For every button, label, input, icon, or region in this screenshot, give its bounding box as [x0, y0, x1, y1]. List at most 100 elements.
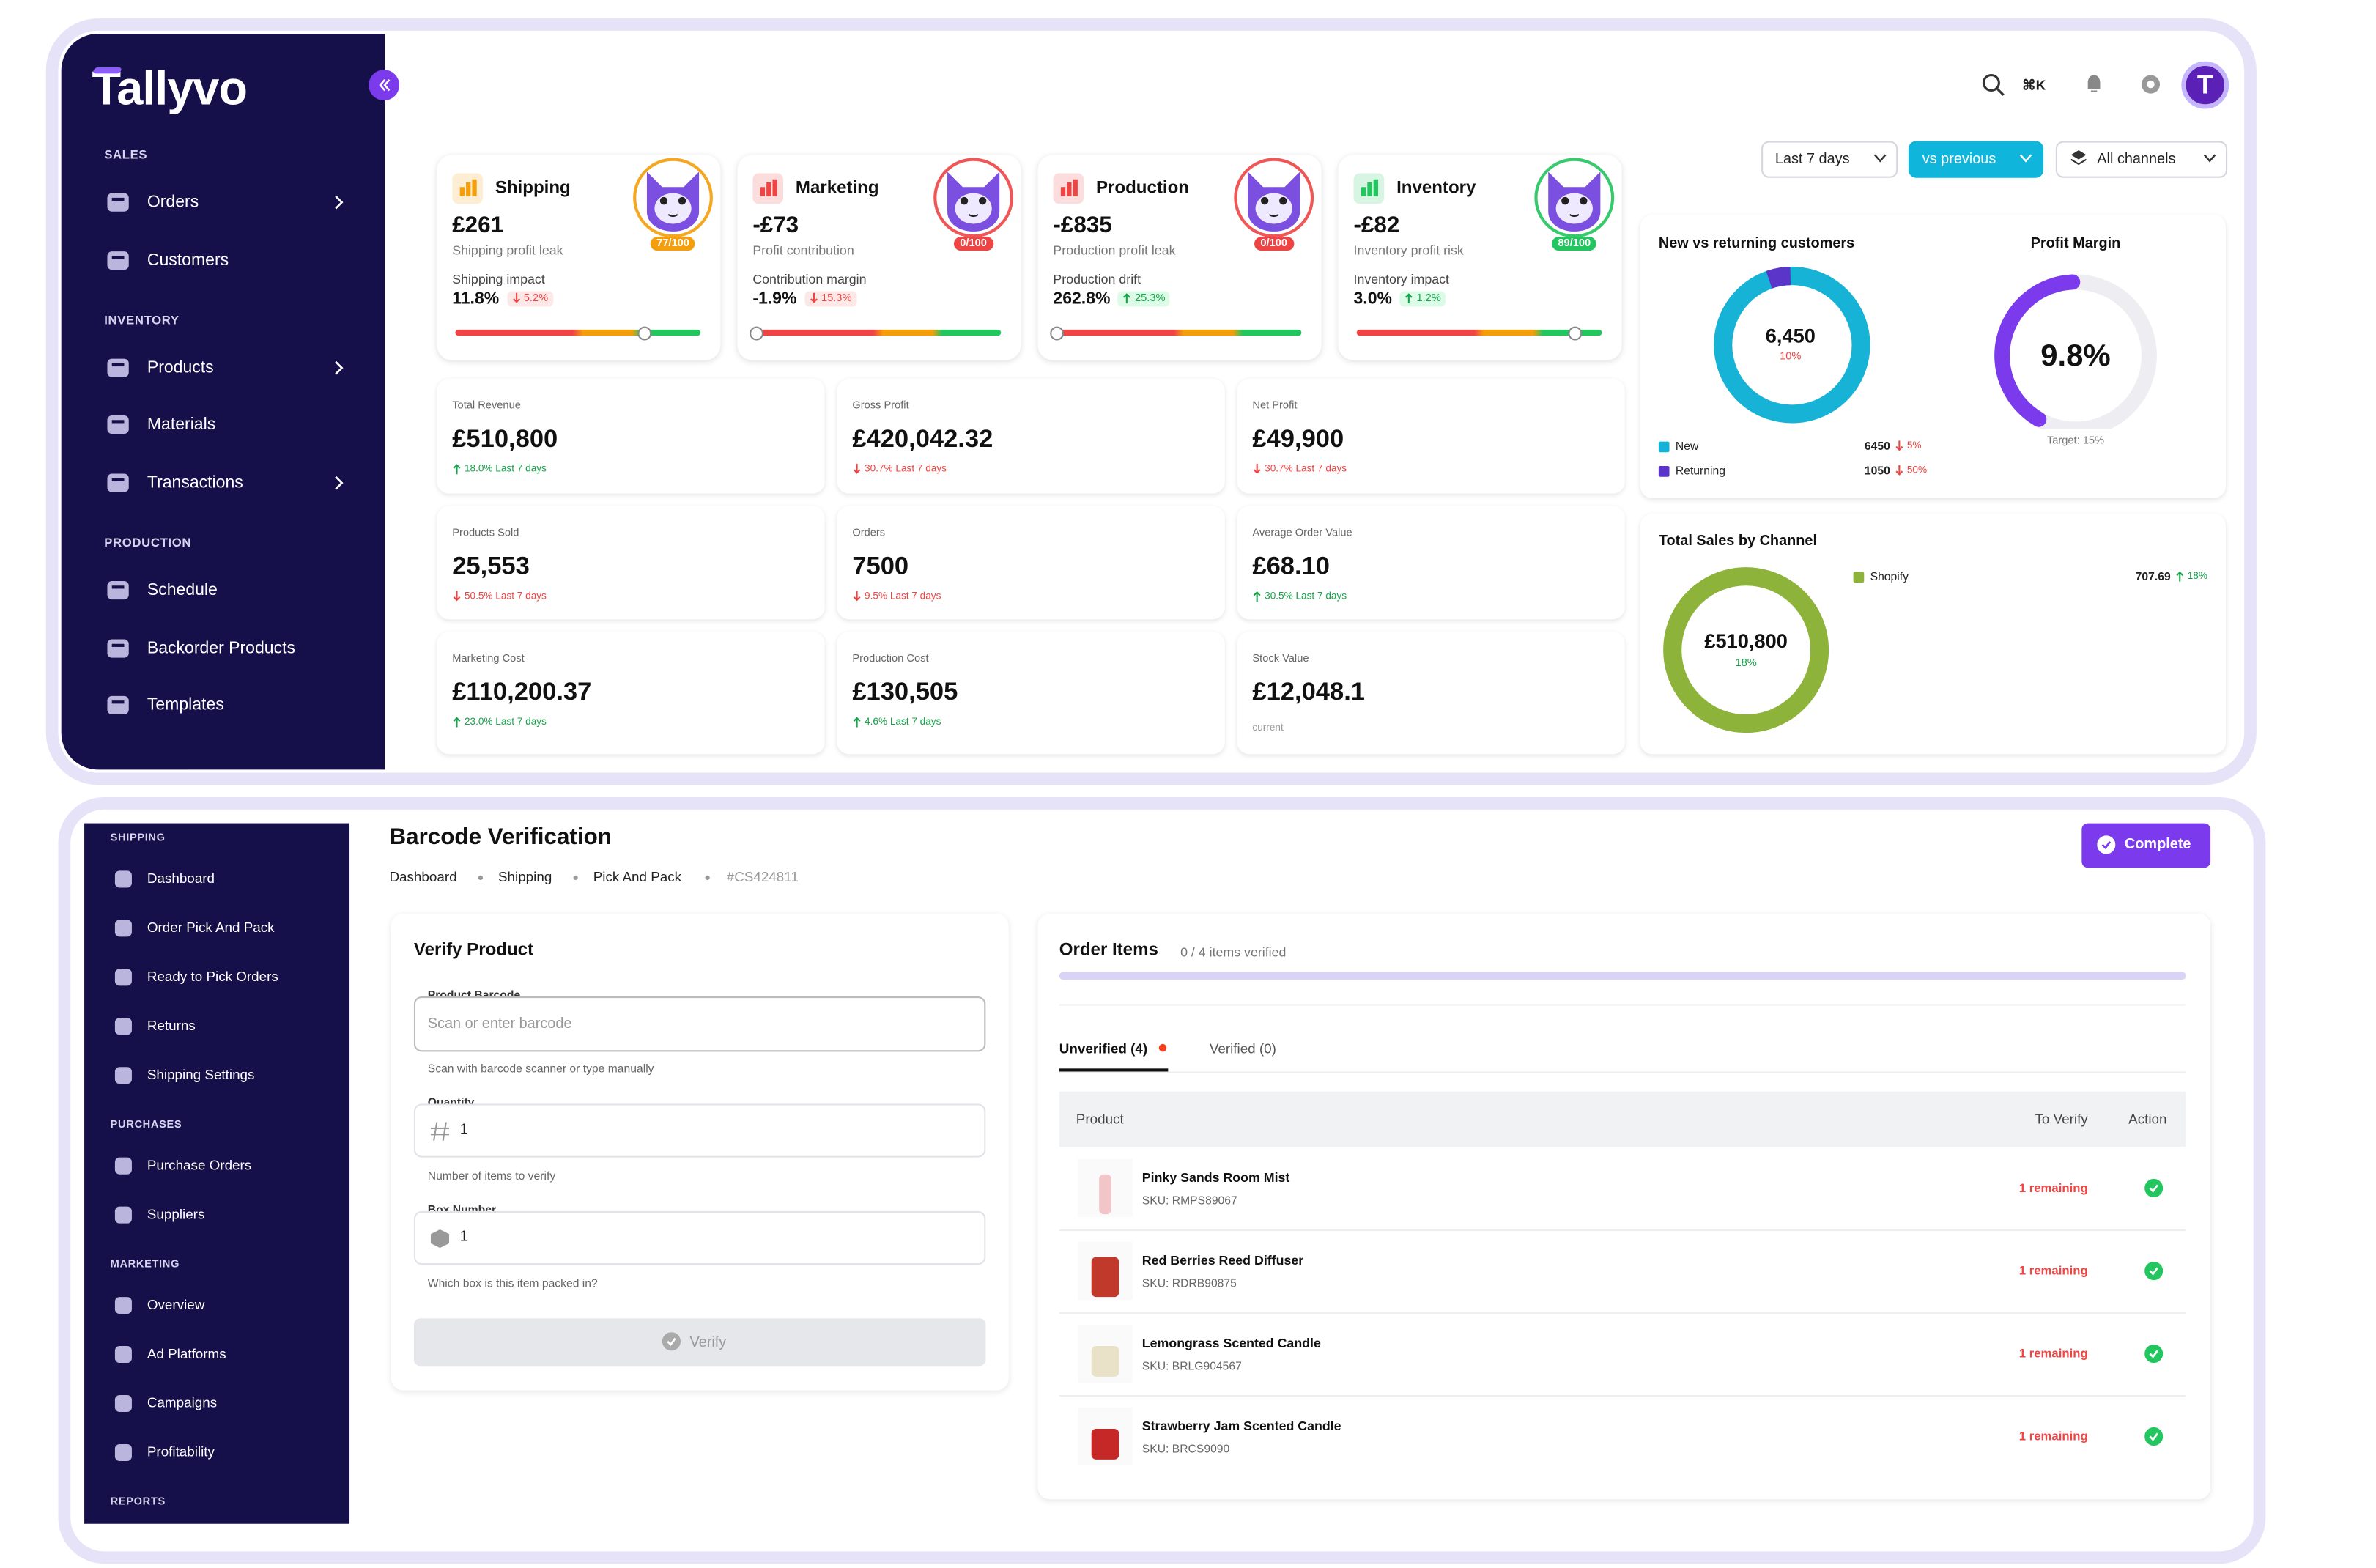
product-image — [1077, 1158, 1133, 1218]
nav-label[interactable]: Profitability — [147, 1443, 215, 1460]
mascot — [932, 156, 1015, 239]
nav-item[interactable] — [98, 860, 341, 897]
icon-part — [114, 1394, 132, 1413]
nav-icon — [114, 967, 133, 987]
input-placeholder[interactable]: Scan or enter barcode — [427, 1016, 572, 1033]
change-value: 5.2% — [523, 294, 549, 305]
nav-item[interactable] — [92, 181, 369, 224]
customers-card — [1640, 214, 2227, 498]
chevron-down — [2019, 153, 2033, 164]
filter-label[interactable]: All channels — [2097, 151, 2176, 169]
metric-change: 18.0% Last 7 days — [452, 464, 547, 475]
nav-item[interactable] — [92, 684, 369, 727]
metric-label: Gross Profit — [852, 401, 909, 412]
slider-knob — [1049, 325, 1064, 340]
filter-dropdown[interactable] — [2055, 141, 2228, 178]
change-chip: 5.2% — [506, 292, 553, 306]
icon-part — [1714, 267, 1870, 424]
nav-label[interactable]: Materials — [147, 415, 216, 434]
nav-label[interactable]: Order Pick And Pack — [147, 920, 275, 936]
nav-label[interactable]: Dashboard — [147, 870, 215, 887]
nav-label[interactable]: Returns — [147, 1018, 196, 1034]
tab[interactable]: Verified (0) — [1209, 1040, 1276, 1057]
nav-icon — [106, 693, 130, 717]
filter-dropdown[interactable] — [1761, 141, 1898, 178]
nav-item[interactable] — [92, 403, 369, 446]
nav-label[interactable]: Schedule — [147, 580, 218, 600]
breadcrumb-item[interactable]: Pick And Pack — [593, 869, 682, 885]
breadcrumb-item[interactable]: Dashboard — [389, 869, 457, 885]
metric-label: Inventory impact — [1353, 271, 1450, 287]
nav-item[interactable] — [98, 1384, 341, 1421]
sales-donut — [1662, 566, 1830, 734]
icon-part — [114, 1157, 132, 1175]
nav-label[interactable]: Transactions — [147, 473, 243, 492]
metric-label: Average Order Value — [1252, 528, 1352, 539]
avatar[interactable] — [2181, 61, 2229, 109]
input-value[interactable]: 1 — [459, 1121, 468, 1139]
nav-label[interactable]: Purchase Orders — [147, 1157, 252, 1173]
icon-part — [752, 173, 784, 204]
tab[interactable]: Unverified (4) — [1059, 1040, 1148, 1057]
nav-label[interactable]: Backorder Products — [147, 639, 295, 658]
icon-part — [1994, 274, 2081, 427]
nav-item[interactable] — [92, 347, 369, 390]
nav-item[interactable] — [98, 1433, 341, 1470]
icon-part — [111, 585, 125, 589]
section-title: PRODUCTION — [104, 536, 192, 550]
icon-part — [107, 358, 129, 377]
icon-part — [2019, 154, 2032, 163]
nav-label[interactable]: Campaigns — [147, 1394, 218, 1410]
nav-item[interactable] — [92, 569, 369, 612]
icon-part — [453, 591, 461, 602]
input-field[interactable] — [413, 1103, 986, 1158]
column-header: Action — [2128, 1111, 2167, 1127]
icon-part — [114, 1018, 132, 1035]
icon-part — [933, 158, 1014, 238]
nav-label[interactable]: Customers — [147, 251, 229, 270]
legend-change: 18% — [2175, 571, 2207, 582]
filter-label[interactable]: Last 7 days — [1774, 151, 1850, 169]
nav-label[interactable]: Templates — [147, 695, 224, 715]
filter-dropdown[interactable] — [1908, 141, 2044, 178]
icon-part — [760, 187, 766, 196]
metric-value: £68.10 — [1252, 552, 1331, 580]
nav-label[interactable]: Ad Platforms — [147, 1346, 226, 1361]
card-title: Order Items — [1059, 941, 1158, 960]
metric-note: current — [1252, 722, 1284, 734]
nav-item[interactable] — [98, 1007, 341, 1044]
nav-label[interactable]: Ready to Pick Orders — [147, 969, 278, 985]
divider — [1059, 1004, 2186, 1006]
verify-button[interactable] — [413, 1318, 986, 1367]
input-field[interactable] — [413, 1210, 986, 1265]
button-label[interactable]: Complete — [2124, 836, 2191, 854]
nav-item[interactable] — [98, 1196, 341, 1232]
icon-part — [1279, 196, 1287, 205]
nav-label[interactable]: Suppliers — [147, 1206, 205, 1222]
icon-part — [111, 256, 125, 259]
icon-part — [114, 920, 132, 937]
filter-label[interactable]: vs previous — [1922, 151, 1996, 169]
icon-part — [1982, 73, 2000, 92]
card-title: Verify Product — [413, 941, 534, 960]
column-header: To Verify — [2035, 1111, 2088, 1127]
icon-part — [335, 195, 344, 210]
nav-label[interactable]: Products — [147, 358, 214, 377]
icon-part — [2144, 1344, 2164, 1364]
nav-item[interactable] — [98, 1286, 341, 1323]
button-label[interactable]: Verify — [689, 1334, 727, 1351]
breadcrumb-item[interactable]: Shipping — [497, 869, 552, 885]
metric-card — [437, 506, 825, 620]
nav-label[interactable]: Overview — [147, 1297, 205, 1313]
nav-label[interactable]: Shipping Settings — [147, 1067, 255, 1083]
table-header — [1059, 1091, 2186, 1147]
icon-part — [2097, 835, 2116, 854]
nav-item[interactable] — [92, 239, 369, 282]
nav-label[interactable]: Orders — [147, 193, 199, 212]
card-title: Profit Margin — [2030, 235, 2121, 253]
icon-part — [1073, 179, 1078, 196]
icon-part — [114, 1443, 132, 1461]
input-field[interactable] — [413, 996, 986, 1052]
input-value[interactable]: 1 — [459, 1228, 468, 1246]
